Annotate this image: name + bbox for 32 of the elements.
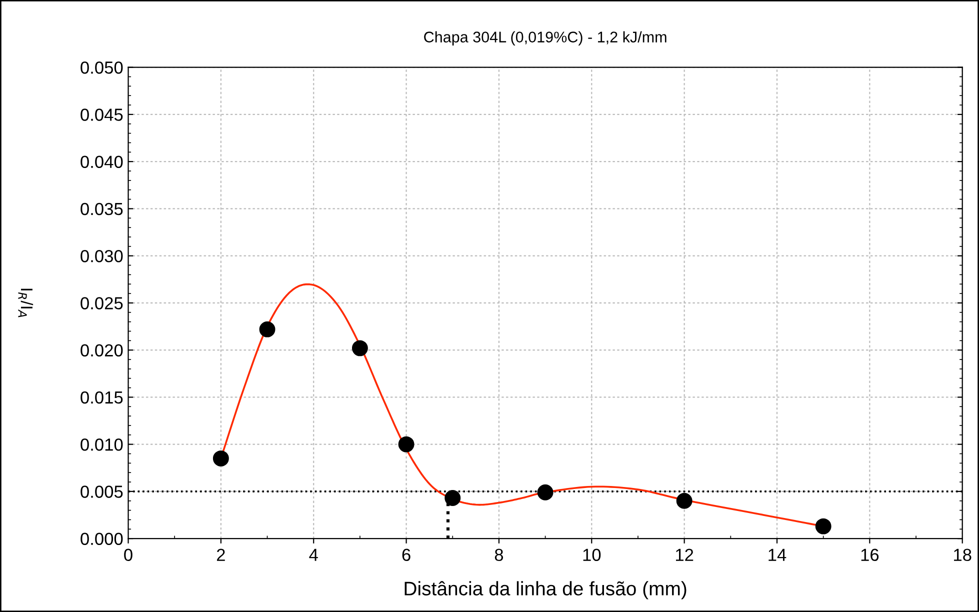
y-tick-label: 0.015: [80, 391, 123, 404]
y-tick-label: 0.035: [80, 202, 123, 216]
point: [398, 436, 414, 452]
y-axis-title: I$_{R}$/I$_{A}$: [18, 288, 34, 318]
point: [444, 490, 461, 506]
y-tick-label: 0.045: [80, 108, 123, 121]
y-tick-label: 0.000: [80, 532, 123, 546]
y-tick-label: 0.005: [80, 486, 123, 498]
x-axis-title: Distância da linha de fusão (mm): [404, 581, 686, 600]
x-tick-label: 18: [954, 548, 972, 562]
x-tick-label: 2: [216, 548, 225, 561]
point: [352, 340, 368, 356]
x-tick-label: 0: [124, 548, 132, 562]
x-tick-label: 10: [583, 548, 601, 562]
x-tick-label: 16: [861, 548, 879, 562]
x-tick-label: 4: [309, 548, 318, 561]
point: [259, 321, 276, 338]
point: [676, 492, 692, 509]
point: [212, 450, 229, 466]
chart-title: Chapa 304L (0,019%C) - 1,2 kJ/mm: [424, 31, 666, 46]
x-tick-label: 6: [402, 548, 410, 562]
y-tick-label: 0.040: [80, 156, 123, 168]
y-tick-label: 0.010: [80, 438, 123, 451]
point: [537, 484, 554, 500]
y-tick-label: 0.025: [80, 297, 123, 310]
x-tick-label: 8: [494, 548, 504, 562]
y-tick-label: 0.020: [80, 344, 123, 357]
y-tick-label: 0.030: [80, 250, 123, 262]
point: [815, 518, 832, 534]
x-tick-label: 14: [768, 548, 786, 561]
x-tick-label: 12: [676, 548, 694, 561]
y-tick-label: 0.050: [80, 61, 123, 74]
